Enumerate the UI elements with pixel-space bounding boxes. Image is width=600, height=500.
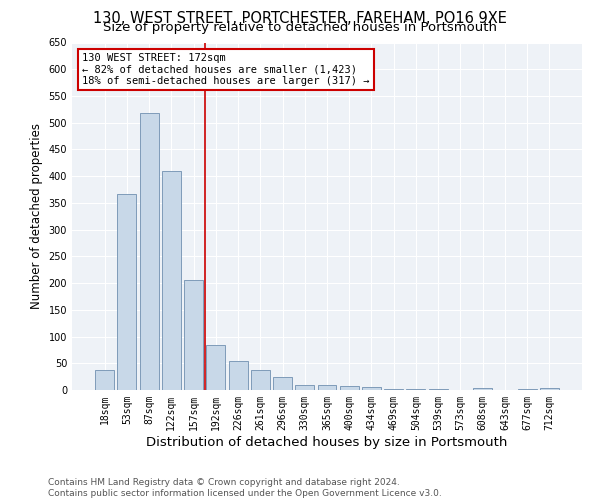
Bar: [140, 112, 158, 390]
Bar: [540, 388, 559, 390]
Bar: [95, 370, 114, 390]
Bar: [206, 344, 225, 390]
Text: 130 WEST STREET: 172sqm
← 82% of detached houses are smaller (1,423)
18% of semi: 130 WEST STREET: 172sqm ← 82% of detache…: [82, 53, 370, 86]
Bar: [473, 388, 492, 390]
Bar: [251, 370, 270, 390]
Bar: [406, 389, 425, 390]
Text: Size of property relative to detached houses in Portsmouth: Size of property relative to detached ho…: [103, 21, 497, 34]
Bar: [362, 388, 381, 390]
Bar: [295, 384, 314, 390]
Bar: [384, 389, 403, 390]
Bar: [317, 384, 337, 390]
Bar: [184, 280, 203, 390]
Bar: [118, 194, 136, 390]
Bar: [273, 376, 292, 390]
Text: Contains HM Land Registry data © Crown copyright and database right 2024.
Contai: Contains HM Land Registry data © Crown c…: [48, 478, 442, 498]
X-axis label: Distribution of detached houses by size in Portsmouth: Distribution of detached houses by size …: [146, 436, 508, 448]
Bar: [162, 171, 181, 390]
Text: 130, WEST STREET, PORTCHESTER, FAREHAM, PO16 9XE: 130, WEST STREET, PORTCHESTER, FAREHAM, …: [93, 11, 507, 26]
Bar: [340, 386, 359, 390]
Bar: [229, 360, 248, 390]
Y-axis label: Number of detached properties: Number of detached properties: [30, 123, 43, 309]
